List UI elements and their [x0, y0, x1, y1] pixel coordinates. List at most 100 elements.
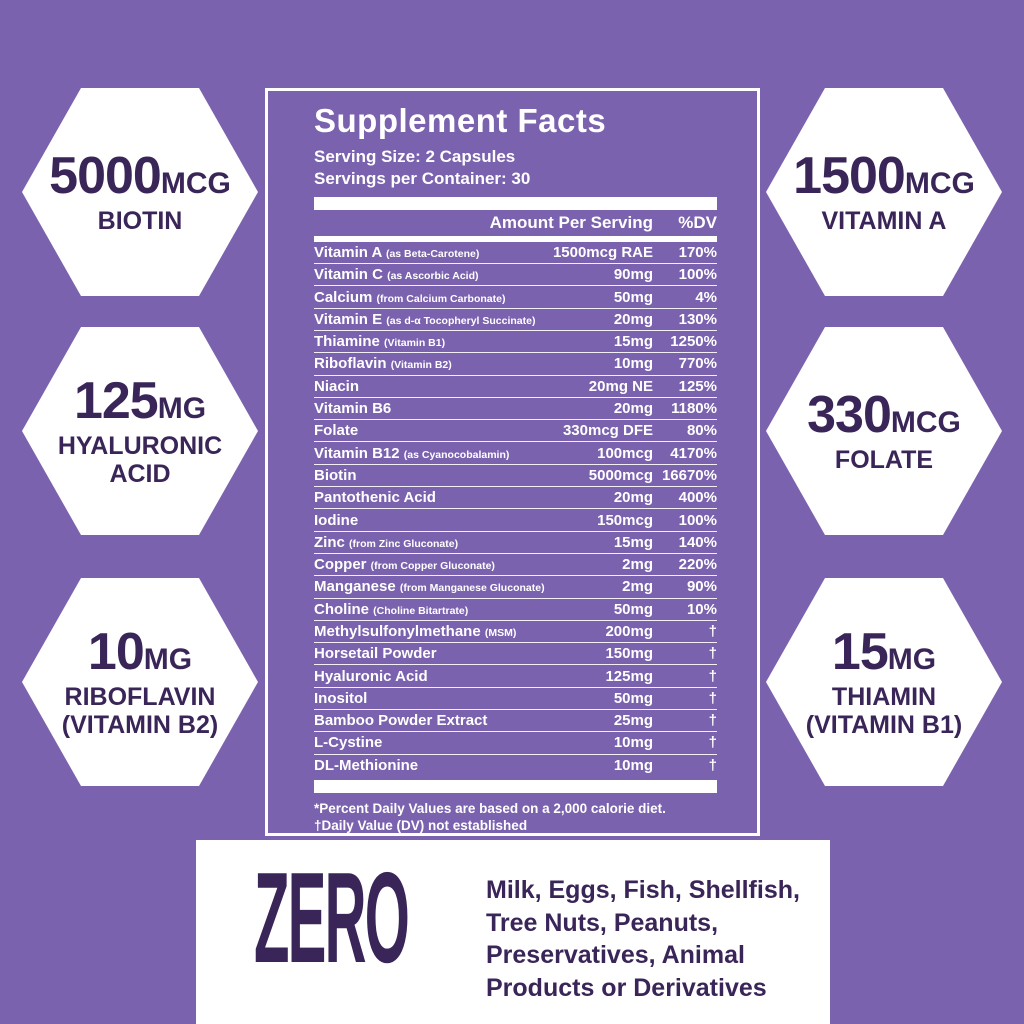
- nutrient-name-cell: Iodine: [314, 512, 597, 529]
- nutrient-amount-cell: 90mg: [613, 266, 653, 284]
- nutrient-amount-cell: 150mcg: [597, 511, 653, 529]
- nutrient-name-cell: Vitamin B12 (as Cyanocobalamin): [314, 445, 597, 462]
- column-header-amount: Amount Per Serving: [489, 212, 653, 232]
- nutrient-dv-cell: †: [708, 734, 717, 752]
- nutrient-dv-cell: 4170%: [670, 444, 717, 462]
- nutrient-amount-cell: 2mg: [622, 556, 653, 574]
- nutrient-dv-cell: 10%: [686, 600, 717, 618]
- nutrient-name-cell: Thiamine (Vitamin B1): [314, 333, 614, 350]
- table-row: Horsetail Powder 150mg †: [314, 643, 717, 666]
- nutrient-amount-cell: 50mg: [613, 689, 653, 707]
- badge-unit: MG: [887, 642, 937, 676]
- nutrient-name: Vitamin B12: [314, 444, 400, 462]
- nutrient-dv-cell: †: [708, 645, 717, 663]
- hex-badge: 1500 MCG VITAMIN A: [766, 88, 1002, 296]
- nutrient-name-cell: Pantothenic Acid: [314, 489, 614, 506]
- nutrient-name: Copper: [314, 556, 367, 574]
- servings-per-container: Servings per Container: 30: [314, 168, 531, 188]
- nutrient-name: L-Cystine: [314, 734, 383, 752]
- nutrient-name: Manganese: [314, 578, 396, 596]
- nutrient-name-cell: Bamboo Powder Extract: [314, 712, 614, 729]
- nutrient-dv-cell: 770%: [678, 355, 717, 373]
- badge-unit: MCG: [890, 405, 961, 439]
- nutrient-amount-cell: 15mg: [613, 333, 653, 351]
- nutrient-name-cell: L-Cystine: [314, 734, 614, 751]
- nutrient-amount-cell: 150mg: [605, 645, 653, 663]
- nutrient-amount-cell: 2mg: [622, 578, 653, 596]
- table-row: Thiamine (Vitamin B1) 15mg 1250%: [314, 331, 717, 354]
- table-row: L-Cystine 10mg †: [314, 732, 717, 755]
- nutrient-dv-cell: †: [708, 689, 717, 707]
- table-row: Bamboo Powder Extract 25mg †: [314, 710, 717, 733]
- hex-badge: 15 MG THIAMIN (VITAMIN B1): [766, 578, 1002, 786]
- nutrient-table: Vitamin A (as Beta-Carotene) 1500mcg RAE…: [314, 242, 717, 777]
- nutrient-dv-cell: †: [708, 622, 717, 640]
- zero-headline-wrap: ZERO: [254, 854, 414, 983]
- nutrient-name: Hyaluronic Acid: [314, 667, 428, 685]
- nutrient-name-cell: Folate: [314, 422, 563, 439]
- column-header-dv: %DV: [678, 212, 717, 232]
- table-row: Vitamin B6 20mg 1180%: [314, 398, 717, 421]
- badge-amount-line: 1500 MCG: [793, 150, 975, 202]
- hex-badge: 125 MG HYALURONIC ACID: [22, 327, 258, 535]
- nutrient-source-note: (Vitamin B1): [384, 337, 446, 350]
- nutrient-amount-cell: 125mg: [605, 667, 653, 685]
- badge-nutrient-name: THIAMIN (VITAMIN B1): [805, 682, 963, 739]
- table-row: Vitamin C (as Ascorbic Acid) 90mg 100%: [314, 264, 717, 287]
- nutrient-name-cell: Inositol: [314, 690, 614, 707]
- nutrient-amount-cell: 20mg: [613, 310, 653, 328]
- nutrient-source-note: (as d-α Tocopheryl Succinate): [386, 314, 536, 327]
- nutrient-amount-cell: 1500mcg RAE: [552, 243, 653, 261]
- nutrient-name: Thiamine: [314, 333, 380, 351]
- nutrient-source-note: (MSM): [484, 626, 517, 639]
- nutrient-amount-cell: 50mg: [613, 288, 653, 306]
- nutrient-dv-cell: 1180%: [671, 400, 717, 418]
- nutrient-source-note: (Choline Bitartrate): [373, 604, 469, 617]
- nutrient-amount-cell: 330mcg DFE: [562, 422, 653, 440]
- nutrient-source-note: (from Copper Gluconate): [370, 560, 495, 573]
- divider-bar-top: [314, 196, 717, 210]
- table-row: Copper (from Copper Gluconate) 2mg 220%: [314, 554, 717, 577]
- table-row: Methylsulfonylmethane (MSM) 200mg †: [314, 621, 717, 644]
- badge-unit: MG: [157, 391, 207, 425]
- badge-unit: MCG: [904, 166, 975, 200]
- table-row: Inositol 50mg †: [314, 688, 717, 711]
- nutrient-name-cell: Zinc (from Zinc Gluconate): [314, 534, 614, 551]
- table-row: Folate 330mcg DFE 80%: [314, 420, 717, 443]
- nutrient-amount-cell: 15mg: [613, 533, 653, 551]
- allergen-list-text: Milk, Eggs, Fish, Shellfish, Tree Nuts, …: [486, 876, 800, 1002]
- nutrient-name-cell: Riboflavin (Vitamin B2): [314, 355, 614, 372]
- nutrient-amount-cell: 10mg: [613, 757, 653, 775]
- nutrient-name-cell: Hyaluronic Acid: [314, 668, 605, 685]
- badge-amount-line: 125 MG: [74, 375, 206, 427]
- nutrient-source-note: (from Zinc Gluconate): [349, 537, 459, 550]
- nutrient-source-note: (as Cyanocobalamin): [403, 448, 510, 461]
- nutrient-name-cell: Vitamin E (as d-α Tocopheryl Succinate): [314, 311, 614, 328]
- nutrient-amount-cell: 200mg: [605, 622, 653, 640]
- nutrient-name: Vitamin A: [314, 243, 382, 261]
- hex-badge: 330 MCG FOLATE: [766, 327, 1002, 535]
- nutrient-dv-cell: 400%: [678, 489, 717, 507]
- nutrient-name-cell: Manganese (from Manganese Gluconate): [314, 578, 622, 595]
- nutrient-name: Methylsulfonylmethane: [314, 622, 481, 640]
- badge-nutrient-name: HYALURONIC ACID: [57, 431, 223, 488]
- nutrient-amount-cell: 25mg: [613, 712, 653, 730]
- badge-amount: 10: [87, 622, 145, 681]
- table-row: Manganese (from Manganese Gluconate) 2mg…: [314, 576, 717, 599]
- table-row: Iodine 150mcg 100%: [314, 509, 717, 532]
- badge-nutrient-name: FOLATE: [834, 445, 934, 474]
- nutrient-dv-cell: 80%: [686, 422, 717, 440]
- nutrient-name: Choline: [314, 600, 369, 618]
- hex-badge: 5000 MCG BIOTIN: [22, 88, 258, 296]
- nutrient-amount-cell: 20mg: [613, 489, 653, 507]
- nutrient-source-note: (as Ascorbic Acid): [387, 270, 479, 283]
- nutrient-name: Bamboo Powder Extract: [314, 712, 488, 730]
- nutrient-name-cell: Calcium (from Calcium Carbonate): [314, 289, 614, 306]
- badge-amount-line: 330 MCG: [807, 389, 961, 441]
- nutrient-dv-cell: 140%: [678, 533, 717, 551]
- nutrient-source-note: (Vitamin B2): [390, 359, 452, 372]
- nutrient-source-note: (as Beta-Carotene): [385, 247, 480, 260]
- footnote-daily-values: *Percent Daily Values are based on a 2,0…: [314, 800, 666, 816]
- nutrient-name: Zinc: [314, 533, 345, 551]
- nutrient-dv-cell: 100%: [678, 511, 717, 529]
